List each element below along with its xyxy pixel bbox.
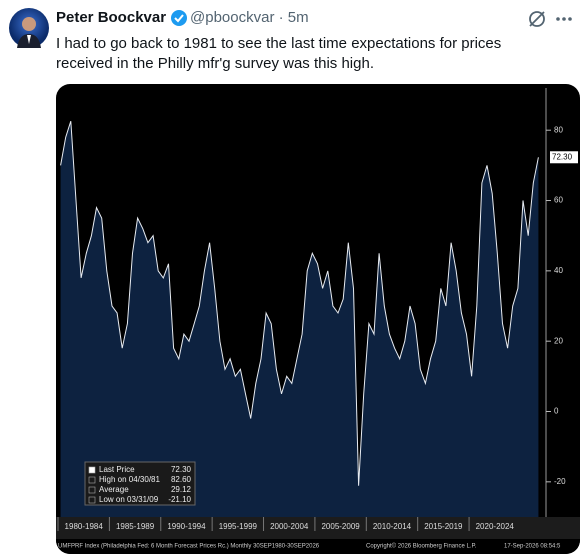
footer-band (56, 539, 580, 554)
x-tick-label: 2005-2009 (321, 522, 360, 531)
x-tick-label: 1995-1999 (219, 522, 258, 531)
legend-value: 72.30 (171, 465, 192, 474)
legend-value: 29.12 (171, 485, 192, 494)
more-icon[interactable] (554, 9, 574, 29)
y-tick-label: 40 (554, 266, 563, 275)
x-tick-label: 2015-2019 (424, 522, 463, 531)
footer-source: UMFPRF Index (Philadelphia Fed: 6 Month … (58, 544, 320, 550)
legend-swatch (88, 466, 96, 474)
legend-box (84, 461, 196, 506)
footer-timestamp: 17-Sep-2026 08:54:5 (504, 544, 561, 550)
chart[interactable]: -20 0 20 40 60 80 72.30 1980-1984 1985-1989 1990-… (56, 84, 580, 554)
x-tick-label: 2010-2014 (373, 522, 412, 531)
y-tick-label: -20 (554, 477, 566, 486)
x-axis-band (56, 517, 580, 539)
area (60, 121, 539, 517)
legend-value: 82.60 (171, 475, 192, 484)
legend-label: Low on 03/31/09 (99, 495, 159, 504)
author-handle[interactable]: @pboockvar · 5m (190, 9, 309, 26)
last-price-label: 72.30 (552, 152, 573, 161)
y-tick-label: 60 (554, 196, 563, 205)
last-price-tag (550, 151, 578, 164)
x-tick-label: 2020-2024 (476, 522, 515, 531)
author-name[interactable]: Peter Boockvar (56, 9, 167, 26)
x-tick-label: 2000-2004 (270, 522, 309, 531)
x-tick-label: 1985-1989 (116, 522, 155, 531)
x-tick-label: 1990-1994 (167, 522, 206, 531)
legend-label: High on 04/30/81 (99, 475, 160, 484)
y-tick-label: 20 (554, 336, 563, 345)
legend-swatch (88, 486, 96, 494)
y-tick-label: 80 (554, 125, 563, 134)
footer-copyright: Copyright© 2026 Bloomberg Finance L.P. (366, 543, 477, 550)
legend-swatch (88, 476, 96, 484)
legend-label: Last Price (99, 465, 135, 474)
avatar[interactable] (9, 8, 49, 48)
legend-label: Average (99, 485, 129, 494)
tweet-text: I had to go back to 1981 to see the last… (56, 35, 502, 52)
legend-value: -21.10 (168, 495, 191, 504)
legend-swatch (88, 496, 96, 504)
line (60, 120, 539, 486)
verified-badge (171, 10, 187, 26)
y-tick-label: 0 (554, 407, 559, 416)
tweet-text: received in the Philly mfr'g survey was … (56, 55, 374, 72)
grok-icon[interactable] (527, 9, 547, 29)
x-tick-label: 1980-1984 (65, 522, 104, 531)
